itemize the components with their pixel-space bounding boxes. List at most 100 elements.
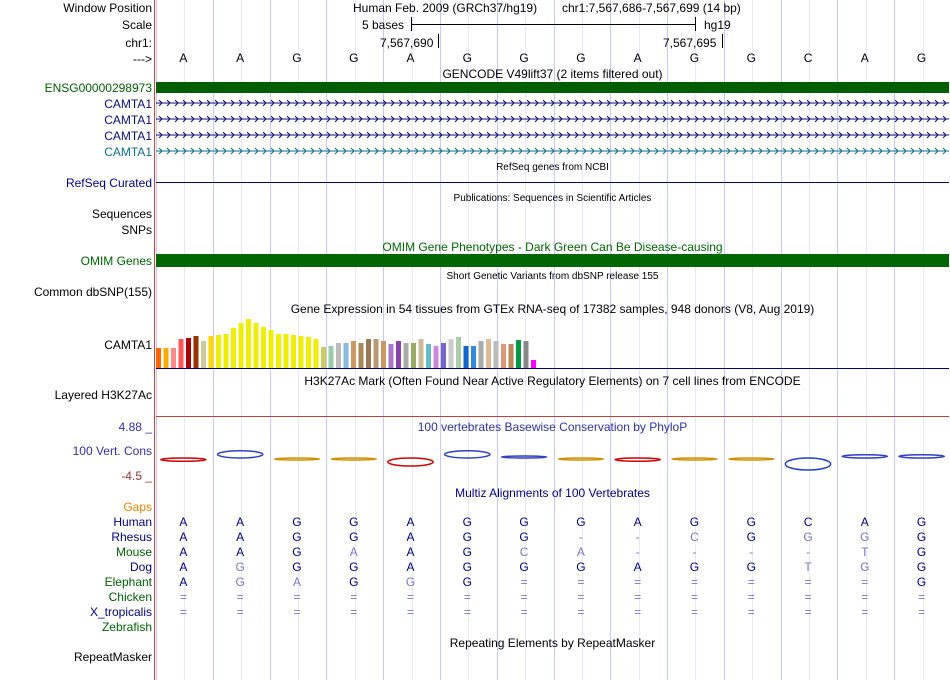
phylop-track-title[interactable]: 100 vertebrates Basewise Conservation by… xyxy=(417,420,688,434)
camta1-label-1[interactable]: CAMTA1 xyxy=(104,97,152,111)
gtex-bar-chart[interactable] xyxy=(156,315,556,370)
alignment-base: = xyxy=(804,590,812,604)
strand-chevron xyxy=(622,147,627,155)
refseq-track-title[interactable]: RefSeq genes from NCBI xyxy=(496,162,609,173)
h3k27ac-label[interactable]: Layered H3K27Ac xyxy=(54,388,152,402)
strand-chevron xyxy=(518,99,523,107)
strand-chevron xyxy=(262,115,267,123)
strand-chevron xyxy=(190,131,195,139)
strand-chevron xyxy=(782,115,787,123)
strand-chevron xyxy=(430,147,435,155)
strand-chevron xyxy=(334,131,339,139)
gtex-track-title[interactable]: Gene Expression in 54 tissues from GTEx … xyxy=(290,302,815,316)
strand-chevron xyxy=(894,131,899,139)
strand-chevron xyxy=(886,131,891,139)
alignment-base: = xyxy=(577,605,585,619)
species-label[interactable]: Human xyxy=(113,515,152,529)
strand-chevron xyxy=(270,147,275,155)
strand-chevron xyxy=(822,115,827,123)
strand-chevron xyxy=(334,99,339,107)
strand-chevron xyxy=(886,147,891,155)
strand-chevron xyxy=(262,131,267,139)
alignment-base: G xyxy=(860,560,870,574)
camta1-transcript-1[interactable] xyxy=(156,98,949,108)
strand-chevron xyxy=(510,115,515,123)
multiz-track-title[interactable]: Multiz Alignments of 100 Vertebrates xyxy=(455,486,650,500)
refseq-gene-line[interactable] xyxy=(156,182,949,183)
strand-arrow-label[interactable]: ---> xyxy=(133,52,152,66)
dbsnp-label[interactable]: Common dbSNP(155) xyxy=(33,285,152,299)
camta1-label-3[interactable]: CAMTA1 xyxy=(104,129,152,143)
strand-chevron xyxy=(638,131,643,139)
strand-chevron xyxy=(478,131,483,139)
snps-label[interactable]: SNPs xyxy=(121,223,152,237)
strand-chevron xyxy=(662,99,667,107)
ensg-gene-bar[interactable] xyxy=(156,82,949,93)
camta1-transcript-2[interactable] xyxy=(156,114,949,124)
repeatmasker-label[interactable]: RepeatMasker xyxy=(73,650,152,664)
strand-chevron xyxy=(926,115,931,123)
species-label[interactable]: Dog xyxy=(129,560,152,574)
omim-track-title[interactable]: OMIM Gene Phenotypes - Dark Green Can Be… xyxy=(382,240,723,254)
reference-base: C xyxy=(803,51,813,65)
db-text: hg19 xyxy=(704,18,731,32)
strand-chevron xyxy=(886,99,891,107)
species-label[interactable]: Elephant xyxy=(104,575,152,589)
species-label[interactable]: Mouse xyxy=(115,545,152,559)
strand-chevron xyxy=(174,99,179,107)
strand-chevron xyxy=(862,131,867,139)
species-label[interactable]: Rhesus xyxy=(111,530,152,544)
strand-chevron xyxy=(350,147,355,155)
strand-chevron xyxy=(486,99,491,107)
species-label[interactable]: Zebrafish xyxy=(101,620,152,634)
strand-chevron xyxy=(158,99,163,107)
camta1-transcript-3[interactable] xyxy=(156,130,949,140)
strand-chevron xyxy=(486,115,491,123)
strand-chevron xyxy=(422,99,427,107)
strand-chevron xyxy=(526,115,531,123)
refseq-label[interactable]: RefSeq Curated xyxy=(65,176,152,190)
phylop-score-glyph xyxy=(443,450,491,459)
gtex-tissue-bar xyxy=(171,348,176,368)
repeatmasker-track-title[interactable]: Repeating Elements by RepeatMasker xyxy=(449,636,656,650)
strand-chevron xyxy=(678,115,683,123)
alignment-base: A xyxy=(406,545,415,559)
strand-chevron xyxy=(206,131,211,139)
strand-chevron xyxy=(734,131,739,139)
strand-chevron xyxy=(702,147,707,155)
strand-chevron xyxy=(686,147,691,155)
phylop-label[interactable]: 100 Vert. Cons xyxy=(72,444,152,458)
omim-gene-bar[interactable] xyxy=(156,254,949,267)
h3k27ac-track-title[interactable]: H3K27Ac Mark (Often Found Near Active Re… xyxy=(304,374,801,388)
publications-track-title[interactable]: Publications: Sequences in Scientific Ar… xyxy=(453,193,652,204)
strand-chevron xyxy=(902,99,907,107)
reference-base: G xyxy=(462,51,472,65)
gaps-label[interactable]: Gaps xyxy=(123,500,152,514)
omim-label[interactable]: OMIM Genes xyxy=(80,254,152,268)
species-label[interactable]: X_tropicalis xyxy=(89,605,152,619)
species-label[interactable]: Chicken xyxy=(108,590,152,604)
gencode-track-title[interactable]: GENCODE V49lift37 (2 items filtered out) xyxy=(442,67,663,81)
h3k27ac-baseline xyxy=(156,416,949,417)
strand-chevron xyxy=(894,115,899,123)
strand-chevron xyxy=(462,147,467,155)
strand-chevron xyxy=(398,131,403,139)
dbsnp-track-title[interactable]: Short Genetic Variants from dbSNP releas… xyxy=(446,271,659,282)
camta1-label-4[interactable]: CAMTA1 xyxy=(104,145,152,159)
alignment-base: G xyxy=(292,545,302,559)
guide-line xyxy=(468,0,469,680)
strand-chevron xyxy=(470,99,475,107)
camta1-label-2[interactable]: CAMTA1 xyxy=(104,113,152,127)
strand-chevron xyxy=(766,115,771,123)
strand-chevron xyxy=(670,115,675,123)
phylop-logo-plot[interactable] xyxy=(155,440,950,486)
sequences-label[interactable]: Sequences xyxy=(91,207,152,221)
camta1-transcript-4[interactable] xyxy=(156,146,949,156)
alignment-base: G xyxy=(519,515,529,529)
strand-chevron xyxy=(278,131,283,139)
strand-chevron xyxy=(286,147,291,155)
gtex-label[interactable]: CAMTA1 xyxy=(104,338,152,352)
strand-chevron xyxy=(222,115,227,123)
alignment-base: = xyxy=(690,575,698,589)
ensg-label[interactable]: ENSG00000298973 xyxy=(44,81,152,95)
